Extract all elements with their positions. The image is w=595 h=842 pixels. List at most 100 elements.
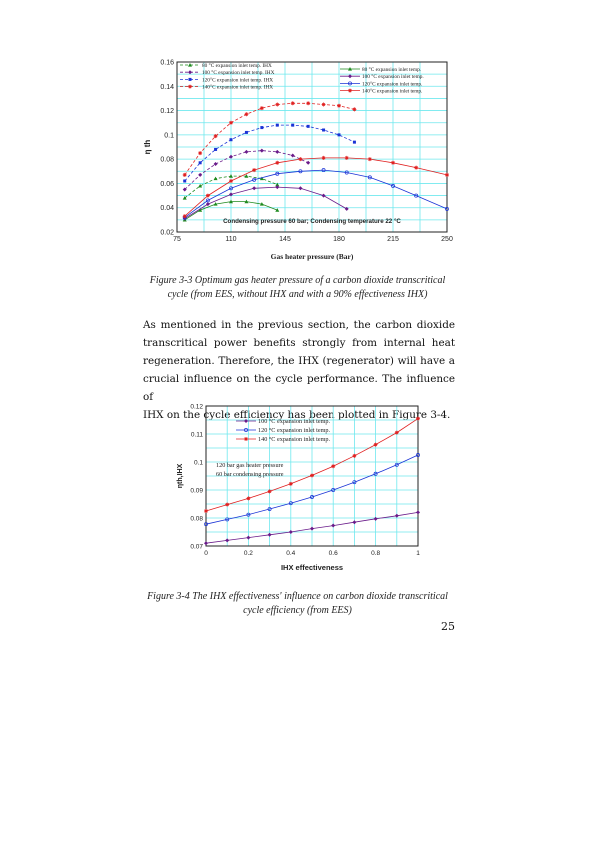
series-point xyxy=(246,535,251,540)
series-point xyxy=(267,532,272,537)
figure-3-3-caption: Figure 3-3 Optimum gas heater pressure o… xyxy=(110,274,485,302)
x-tick-label: 0.2 xyxy=(244,550,253,557)
series-point xyxy=(275,123,279,127)
series-point xyxy=(352,453,357,458)
paragraph-line-5: IHX on the cycle efficiency has been plo… xyxy=(143,409,451,421)
figure-3-4-caption-line-1: Figure 3-4 The IHX effectiveness' influe… xyxy=(147,591,448,602)
series-point xyxy=(321,155,326,160)
series-point xyxy=(391,160,395,165)
chart1-annotation: Condensing pressure 60 bar; Condensing t… xyxy=(223,218,401,225)
series-point xyxy=(225,517,230,522)
series-point xyxy=(344,155,349,160)
series-point xyxy=(252,177,257,182)
x-tick-label: 110 xyxy=(225,236,236,243)
series-point xyxy=(267,489,272,494)
chart1-plot-frame xyxy=(176,61,448,233)
figure-3-4-chart: 0 0.2 0.4 0.6 0.8 1 0.07 0.08 0.09 0.1 0.11 0.12 10… xyxy=(177,404,420,573)
legend-label: 80 °C expansion inlet temp. IHX xyxy=(202,62,272,69)
series-point xyxy=(416,453,420,457)
legend-marker xyxy=(188,70,192,75)
legend-marker xyxy=(348,74,352,79)
series-point xyxy=(244,174,249,178)
series-point xyxy=(306,124,310,128)
x-tick-label: 0.8 xyxy=(371,550,380,557)
legend-marker xyxy=(188,63,192,67)
series-point xyxy=(373,442,378,447)
series-point xyxy=(275,185,280,190)
series-point xyxy=(229,154,233,159)
chart2-x-axis-label: IHX effectiveness xyxy=(281,563,343,572)
y-tick-label: 0.14 xyxy=(160,84,174,91)
series-point xyxy=(352,107,357,112)
chart1-y-axis-label: η th xyxy=(143,140,152,155)
legend-marker xyxy=(188,77,192,81)
y-tick-label: 0.02 xyxy=(160,230,174,237)
series-point xyxy=(229,199,233,204)
series-point xyxy=(204,522,208,527)
paragraph-line-2: transcritical power benefits strongly fr… xyxy=(143,337,455,349)
series-point xyxy=(445,206,449,211)
series-point xyxy=(205,198,210,203)
series-point xyxy=(229,186,233,191)
legend-label: 100 °C expansion inlet temp. IHX xyxy=(202,69,275,76)
series-line xyxy=(184,186,347,219)
series-point xyxy=(198,183,203,188)
series-point xyxy=(198,172,203,177)
paragraph-line-4: crucial influence on the cycle performan… xyxy=(143,373,455,403)
chart2-y-axis-label: ηth,IHX xyxy=(177,463,184,488)
chart2-annotation-line-2: 60 bar condensing pressure xyxy=(216,471,284,478)
series-point xyxy=(394,462,399,467)
series-point xyxy=(298,157,303,162)
series-point xyxy=(182,172,187,177)
series-point xyxy=(416,416,420,421)
series-point xyxy=(367,157,372,162)
series-point xyxy=(204,509,208,513)
series-point xyxy=(213,202,218,206)
legend-marker xyxy=(244,419,248,423)
legend-marker xyxy=(348,67,352,71)
series-line xyxy=(184,102,355,176)
y-tick-label: 0.12 xyxy=(190,404,203,411)
series-point xyxy=(321,102,326,107)
series-point xyxy=(229,174,233,178)
series-point xyxy=(306,160,311,165)
series-point xyxy=(310,495,314,499)
x-tick-label: 180 xyxy=(333,236,345,243)
series-point xyxy=(416,510,420,515)
series-line xyxy=(184,150,309,190)
x-tick-label: 0.4 xyxy=(286,550,295,557)
y-tick-label: 0.12 xyxy=(160,108,174,115)
chart1-ticks: 75 110 145 180 215 250 0.02 0.04 0.06 0.08 0.1 0.12… xyxy=(160,60,453,244)
series-point xyxy=(275,182,280,187)
chart2-legend: 100 °C expansion inlet temp. 120 °C expan… xyxy=(236,418,331,443)
paragraph-line-1: As mentioned in the previous section, th… xyxy=(143,319,455,331)
series-point xyxy=(344,206,349,211)
series-point xyxy=(244,199,249,204)
series-line xyxy=(205,454,419,525)
legend-label: 100 °C expansion inlet temp. xyxy=(258,418,331,425)
series-point xyxy=(445,172,449,177)
series-point xyxy=(246,496,251,501)
series-point xyxy=(182,214,187,219)
series-point xyxy=(310,526,314,531)
series-point xyxy=(205,202,210,207)
series-point xyxy=(214,147,218,151)
x-tick-label: 75 xyxy=(173,236,181,243)
page-number: 25 xyxy=(441,620,455,633)
legend-marker xyxy=(244,437,248,441)
legend-marker xyxy=(244,428,248,432)
series-point xyxy=(275,171,280,176)
series-point xyxy=(310,473,314,478)
series-point xyxy=(337,103,341,108)
series-point xyxy=(204,541,208,546)
series-point xyxy=(331,488,336,492)
legend-marker xyxy=(348,81,352,86)
series-point xyxy=(225,502,230,507)
series-point xyxy=(205,193,210,198)
series-point xyxy=(291,123,295,127)
series-point xyxy=(182,196,187,200)
y-tick-label: 0.04 xyxy=(160,205,174,212)
series-point xyxy=(198,161,202,165)
x-tick-label: 0.6 xyxy=(329,550,338,557)
